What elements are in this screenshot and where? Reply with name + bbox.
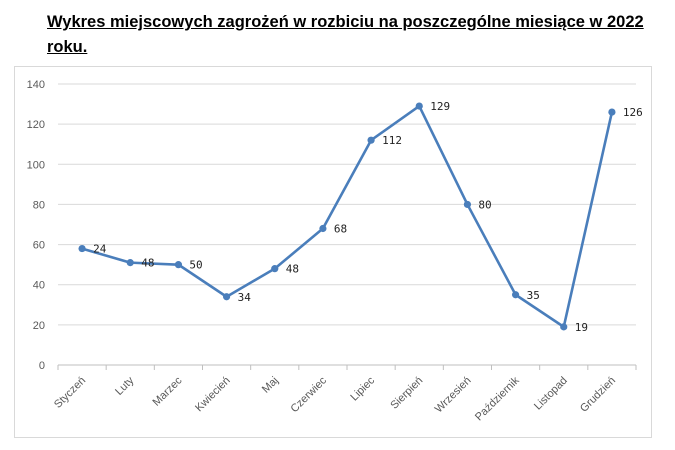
x-tick-label: Lipiec [348, 374, 377, 403]
x-tick-label: Wrzesień [433, 375, 474, 416]
data-point-marker [463, 200, 472, 209]
data-label: 129 [430, 100, 450, 113]
data-point-marker [174, 261, 183, 269]
data-label: 80 [478, 198, 491, 211]
x-tick-label: Listopad [532, 375, 570, 413]
data-labels: 24 48 50 34 48 68 112 129 80 35 19 126 [93, 100, 643, 334]
series-line-path [81, 104, 614, 329]
data-point-marker [222, 293, 231, 301]
x-tick-label: Luty [113, 374, 137, 398]
data-point-marker [367, 136, 375, 144]
data-label: 19 [575, 321, 588, 334]
x-axis-ticks: Styczeń Luty Marzec Kwiecień Maj Czerwiec Lipi… [52, 365, 637, 423]
y-tick-label: 40 [33, 280, 45, 292]
data-point-marker [271, 265, 279, 273]
y-tick-label: 100 [27, 159, 45, 171]
y-tick-label: 0 [39, 360, 45, 372]
data-label: 24 [93, 243, 107, 256]
x-tick-label: Marzec [151, 374, 185, 408]
data-point-marker [560, 323, 568, 331]
x-tick-label: Maj [260, 375, 281, 396]
x-tick-label: Grudzień [578, 375, 618, 415]
y-tick-label: 120 [27, 119, 45, 131]
x-tick-label: Styczeń [52, 375, 88, 411]
chart-area-border [14, 66, 652, 438]
y-tick-label: 80 [33, 199, 45, 211]
data-label: 112 [382, 134, 402, 147]
y-tick-label: 20 [33, 320, 45, 332]
x-tick-label: Czerwiec [289, 374, 330, 415]
y-axis-ticks: 0 20 40 60 80 100 120 140 [27, 79, 45, 372]
data-point-marker [415, 102, 423, 110]
data-label: 34 [238, 291, 252, 304]
data-label: 48 [286, 263, 299, 276]
y-tick-label: 60 [33, 240, 45, 252]
data-point-marker [126, 259, 134, 267]
data-point-marker [319, 224, 327, 233]
x-tick-label: Październik [473, 374, 522, 423]
x-tick-label: Kwiecień [193, 375, 233, 415]
x-tick-label: Sierpień [388, 375, 425, 412]
data-point-marker [608, 108, 616, 116]
data-point-marker [511, 291, 520, 299]
series-line [78, 102, 616, 331]
y-tick-label: 140 [27, 79, 45, 91]
data-label: 126 [623, 106, 643, 119]
data-label: 48 [141, 257, 154, 270]
data-label: 68 [334, 223, 347, 236]
data-label: 50 [189, 259, 202, 272]
data-label: 35 [527, 289, 540, 302]
chart-title: Wykres miejscowych zagrożeń w rozbiciu n… [47, 13, 644, 56]
data-point-marker [78, 244, 86, 253]
